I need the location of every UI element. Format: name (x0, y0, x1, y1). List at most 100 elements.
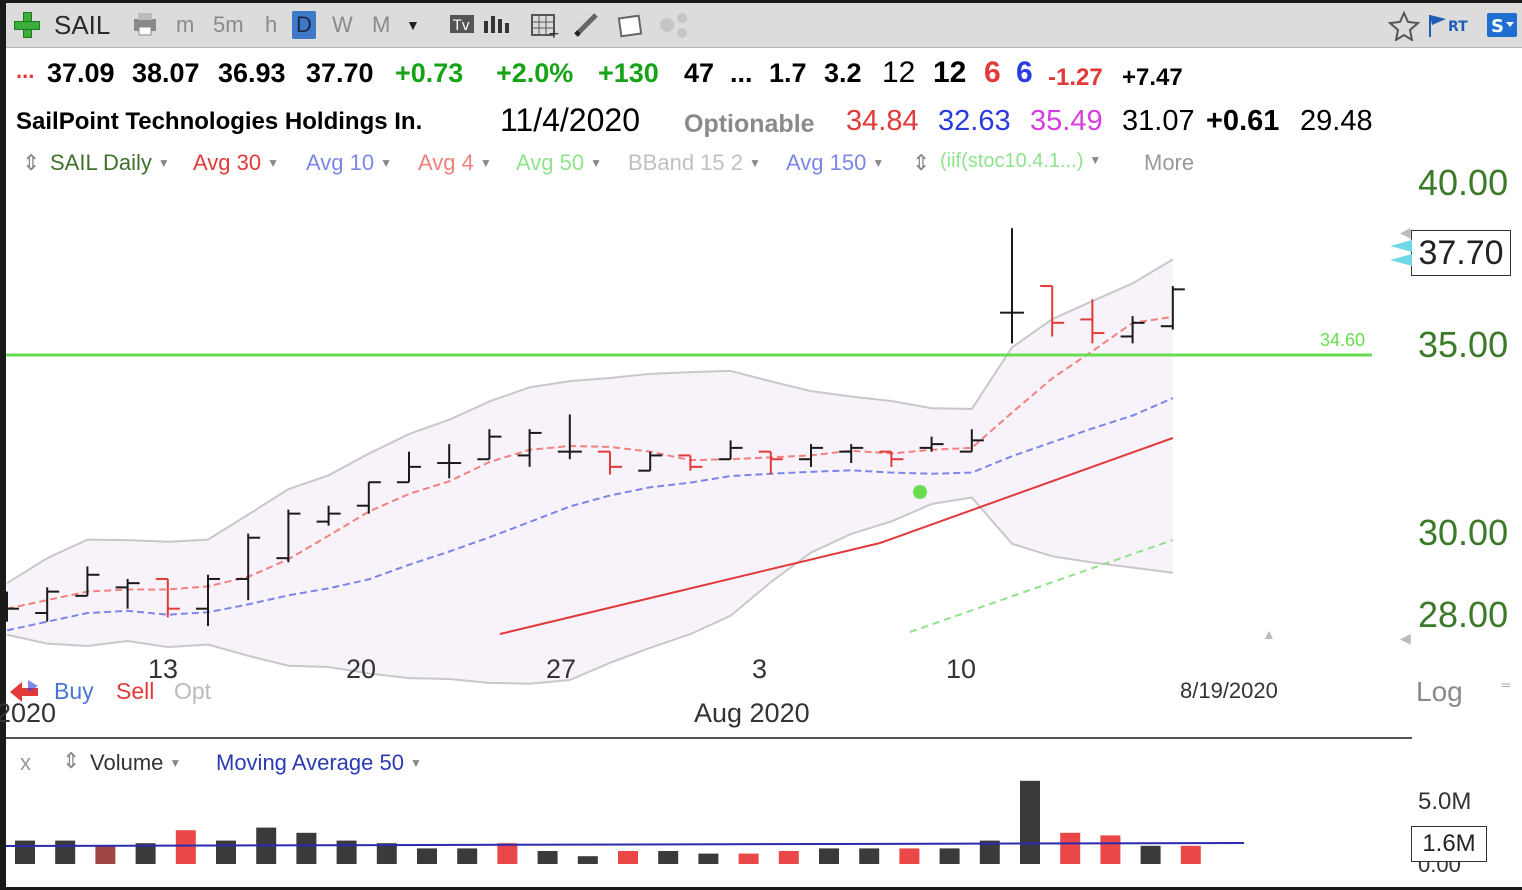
ohlc-bar (879, 450, 904, 467)
close-volume-panel-button[interactable]: x (20, 750, 31, 775)
price-axis-label-40: 40.00 (1418, 162, 1509, 203)
volume-bar (497, 843, 518, 864)
ohlc-bar (1120, 316, 1145, 344)
ohlc-bar (557, 414, 582, 460)
indicator-sail-daily[interactable]: SAIL Daily ▼ (50, 150, 170, 175)
draw-pencil-icon[interactable] (572, 11, 602, 39)
quote-v4: 12 (882, 56, 916, 89)
scroll-left-icon[interactable]: ◀ (1400, 630, 1411, 646)
volume-bar (979, 840, 1000, 864)
avg30-line (499, 437, 1174, 635)
avg50-line (909, 539, 1174, 633)
ohlc-bar (799, 444, 823, 467)
quote2-n3: 35.49 (1030, 105, 1103, 137)
indicator-avg30[interactable]: Avg 30 ▼ (193, 150, 279, 175)
quote-v5: 12 (933, 56, 967, 89)
svg-text:RT: RT (1448, 19, 1468, 35)
indicator-avg4[interactable]: Avg 4 ▼ (418, 150, 492, 175)
scroll-left-top-icon[interactable]: ◀ (1400, 224, 1411, 240)
timeframe-m-monthly[interactable]: M (372, 12, 391, 37)
log-scale-toggle[interactable]: Log (1416, 676, 1463, 707)
s-menu-icon[interactable]: S (1486, 11, 1518, 39)
indicator-avg10[interactable]: Avg 10 ▼ (306, 150, 392, 175)
scroll-up-icon[interactable]: ▲ (1262, 626, 1276, 642)
quote2-n4: 31.07 (1122, 105, 1195, 137)
volume-bar (135, 843, 156, 864)
volume-bar (859, 848, 880, 864)
watchlist-star-icon[interactable] (1387, 10, 1421, 43)
ohlc-bar (236, 533, 261, 601)
buy-button[interactable]: Buy (54, 678, 94, 704)
ohlc-bar (1000, 228, 1024, 344)
ohlc-bar (477, 429, 502, 461)
date-label-3: 3 (752, 654, 768, 684)
avg4-line (6, 315, 1173, 610)
volume-bar (457, 848, 478, 864)
sell-button[interactable]: Sell (116, 678, 155, 704)
ohlc-bar (1040, 285, 1065, 337)
ohlc-bar (75, 566, 100, 597)
ohlc-bar (678, 454, 703, 471)
volume-bar (537, 851, 558, 864)
ohlc-bar (35, 587, 60, 622)
quote-change: +0.73 (395, 58, 464, 88)
grid-icon[interactable]: + (530, 11, 560, 42)
indicator-label: BBand 15 2 (628, 150, 743, 175)
volume-ma-line (5, 842, 1245, 847)
quote-v7: 6 (1016, 56, 1033, 89)
ohlc-bar (638, 451, 663, 472)
optionable-label[interactable]: Optionable (684, 110, 815, 138)
quote-v2: 1.7 (769, 58, 807, 88)
volume-indicator[interactable]: Volume ▼ (90, 750, 182, 775)
volume-bar (778, 851, 799, 864)
company-name: SailPoint Technologies Holdings In. (16, 108, 423, 135)
svg-text:+: + (548, 26, 560, 39)
year-label: 2020 (0, 698, 57, 728)
indicator-bband[interactable]: BBand 15 2 ▼ (628, 150, 761, 175)
price-axis-label-35: 35.00 (1418, 324, 1509, 365)
notes-icon[interactable] (616, 11, 646, 39)
option-button[interactable]: Opt (174, 678, 212, 704)
symbol-label[interactable]: SAIL (54, 10, 111, 40)
panel-divider (6, 737, 1412, 739)
timeframe-dropdown-icon[interactable]: ▼ (406, 17, 420, 33)
volume-ma-indicator[interactable]: Moving Average 50 ▼ (216, 750, 422, 775)
volume-bar (1060, 832, 1081, 864)
timeframe-d[interactable]: D (292, 11, 316, 39)
hline-price-label: 34.60 (1320, 330, 1366, 350)
trade-arrows-icon[interactable] (8, 678, 42, 711)
print-icon[interactable] (130, 11, 162, 39)
indicator-avg150[interactable]: Avg 150 ▼ (786, 150, 885, 175)
timeframe-m[interactable]: m (176, 12, 195, 37)
axis-menu-icon[interactable]: ⁼ (1500, 676, 1512, 701)
bband-lower-line (6, 496, 1173, 685)
indicator-stoc[interactable]: (iif(stoc10.4.1...) ▼ (940, 150, 1102, 172)
quote-v8: -1.27 (1048, 64, 1103, 91)
rt-flag-icon[interactable]: RT (1426, 11, 1476, 39)
ohlc-bar (959, 429, 984, 453)
toolbar: SAIL m 5m h D W M ▼ Tv + RT S (6, 3, 1522, 48)
quote-open: 37.09 (47, 58, 115, 88)
quote-close: 37.70 (306, 58, 374, 88)
price-axis-label-30: 30.00 (1418, 512, 1509, 553)
link-icon[interactable] (658, 11, 694, 39)
volume-bar (175, 830, 196, 864)
timeframe-5m[interactable]: 5m (213, 12, 244, 37)
chart-style-icon[interactable]: Tv (448, 11, 528, 39)
quote2-n2: 32.63 (938, 105, 1011, 137)
ohlc-bar (1080, 299, 1105, 344)
indicator-avg50[interactable]: Avg 50 ▼ (516, 150, 602, 175)
quote-change-pct: +2.0% (496, 58, 574, 88)
volume-reorder-icon[interactable]: ⇕ (62, 748, 81, 773)
timeframe-h[interactable]: h (265, 12, 278, 37)
volume-bar (618, 851, 638, 864)
ohlc-bar (758, 450, 783, 475)
reorder-icon-2[interactable]: ⇕ (912, 150, 931, 175)
date-label-27: 27 (546, 654, 577, 684)
timeframe-w[interactable]: W (332, 12, 353, 37)
ohlc-bar (397, 451, 421, 484)
reorder-icon[interactable]: ⇕ (22, 150, 41, 175)
more-indicators[interactable]: More (1144, 150, 1195, 175)
add-symbol-icon[interactable] (14, 12, 40, 38)
